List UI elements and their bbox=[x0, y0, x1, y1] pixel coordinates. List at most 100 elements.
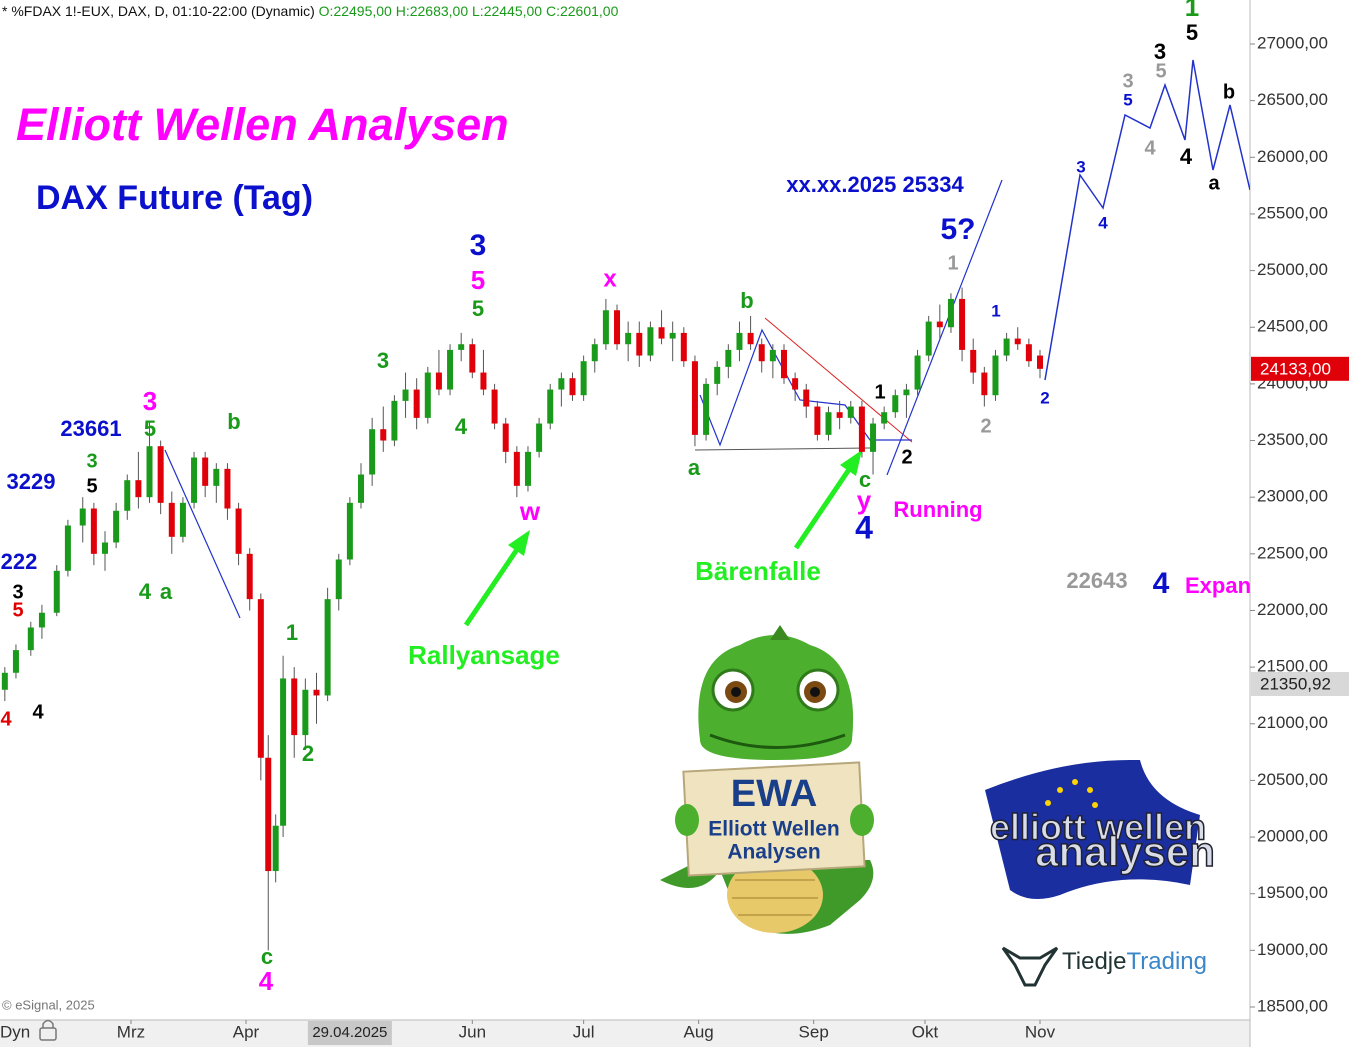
x-axis-strip bbox=[0, 1020, 1250, 1047]
y-tick-label: 26000,00 bbox=[1257, 147, 1328, 166]
wave-label: 2 bbox=[901, 446, 912, 468]
arrow bbox=[463, 450, 862, 627]
candle-body bbox=[291, 678, 298, 736]
candle-body bbox=[257, 599, 264, 758]
y-tick-label: 20000,00 bbox=[1257, 827, 1328, 846]
x-tick-label: Okt bbox=[912, 1022, 939, 1041]
wave-label: 1 bbox=[1185, 0, 1199, 22]
candle-body bbox=[992, 355, 999, 396]
wave-label: 3229 bbox=[7, 469, 56, 494]
candle-body bbox=[102, 542, 109, 554]
wave-label: x bbox=[603, 265, 617, 292]
tiedje-word: Tiedje bbox=[1062, 948, 1126, 975]
wave-label: 2 bbox=[980, 415, 991, 437]
wave-label: 5? bbox=[940, 213, 975, 246]
candle-body bbox=[881, 412, 888, 424]
wave-label: Running bbox=[893, 497, 982, 522]
axes: 18500,00 19000,00 19500,00 20000,00 20500,00… bbox=[117, 33, 1349, 1045]
candle-body bbox=[424, 372, 431, 418]
candle-body bbox=[135, 480, 142, 498]
wave-label: 2 bbox=[302, 741, 314, 766]
wave-label: c bbox=[261, 944, 273, 969]
candle-body bbox=[491, 389, 498, 424]
axis-mode: Dyn bbox=[0, 1022, 30, 1041]
y-tick-label: 25500,00 bbox=[1257, 203, 1328, 222]
candle-body bbox=[758, 344, 765, 362]
x-tick-label: Aug bbox=[684, 1022, 714, 1041]
candle-body bbox=[847, 406, 854, 418]
y-tick-label: 22000,00 bbox=[1257, 600, 1328, 619]
tiedje-text: TiedjeTrading bbox=[1062, 948, 1207, 975]
candle-body bbox=[272, 825, 279, 872]
candle-body bbox=[591, 344, 598, 362]
wave-label: 3 bbox=[86, 450, 97, 472]
wave-label: a bbox=[688, 455, 701, 480]
candle-body bbox=[380, 429, 387, 441]
wave-label: 4 bbox=[139, 579, 152, 604]
wave-label: 23661 bbox=[60, 416, 121, 441]
copyright: © eSignal, 2025 bbox=[2, 997, 95, 1012]
ewa-logo: elliott wellen analysen bbox=[985, 760, 1216, 899]
title: Elliott Wellen Analysen bbox=[16, 99, 509, 150]
wave-label: 4 bbox=[32, 701, 44, 723]
date-highlight bbox=[307, 1021, 392, 1045]
wave-label: a bbox=[160, 579, 173, 604]
candle-body bbox=[736, 332, 743, 350]
wave-label: 5 bbox=[1123, 90, 1132, 109]
wave-label: 3 bbox=[12, 581, 23, 603]
candle-body bbox=[636, 332, 643, 356]
wave-label: 4 bbox=[1144, 137, 1156, 159]
candle-body bbox=[157, 446, 164, 503]
header: * %FDAX 1!-EUX, DAX, D, 01:10-22:00 (Dyn… bbox=[2, 3, 619, 19]
candle-body bbox=[536, 423, 543, 452]
candle-body bbox=[235, 508, 242, 554]
candle-body bbox=[246, 553, 253, 600]
y-tick-label: 26500,00 bbox=[1257, 90, 1328, 109]
candle-body bbox=[168, 502, 175, 537]
y-tick-label: 21000,00 bbox=[1257, 713, 1328, 732]
candle-body bbox=[191, 457, 198, 503]
tiedje-logo: TiedjeTrading bbox=[1001, 946, 1207, 987]
wave-label: y bbox=[857, 485, 872, 515]
candle-body bbox=[858, 406, 865, 452]
candle-body bbox=[903, 389, 910, 396]
candle-body bbox=[691, 361, 698, 435]
candle-body bbox=[703, 383, 710, 435]
wave-label: 1 bbox=[286, 620, 298, 645]
trend-line bbox=[764, 317, 913, 443]
candle-body bbox=[513, 451, 520, 486]
candle-body bbox=[981, 372, 988, 396]
candle-body bbox=[224, 468, 231, 509]
candle-body bbox=[925, 321, 932, 356]
x-tick-label: Sep bbox=[799, 1022, 829, 1041]
candle-body bbox=[53, 570, 60, 613]
candle-body bbox=[146, 446, 153, 498]
candle-body bbox=[27, 627, 34, 651]
candle-body bbox=[391, 400, 398, 441]
wave-label: xx.xx.2025 25334 bbox=[786, 172, 964, 197]
mascot-text: EWA bbox=[731, 773, 818, 815]
wave-label: 3 bbox=[1122, 70, 1133, 92]
price-box bbox=[1251, 672, 1349, 697]
y-tick-label: 24500,00 bbox=[1257, 317, 1328, 336]
y-tick-label: 27000,00 bbox=[1257, 33, 1328, 52]
candle-body bbox=[413, 389, 420, 418]
candle-body bbox=[725, 349, 732, 367]
candle-body bbox=[313, 689, 320, 696]
candle-body bbox=[480, 372, 487, 390]
candle-body bbox=[647, 327, 654, 356]
candle-body bbox=[1014, 338, 1021, 345]
candle-body bbox=[335, 559, 342, 600]
wave-label: 3 bbox=[470, 229, 487, 262]
candle-body bbox=[547, 389, 554, 424]
wave-label: Rallyansage bbox=[408, 640, 560, 670]
candle-body bbox=[1025, 344, 1032, 362]
wave-label: 4 bbox=[259, 966, 274, 996]
candle-body bbox=[680, 332, 687, 362]
price-box-label: 24133,00 bbox=[1260, 359, 1331, 378]
wave-label: 2 bbox=[1040, 388, 1049, 407]
candle-body bbox=[769, 349, 776, 362]
candle-body bbox=[870, 423, 877, 452]
